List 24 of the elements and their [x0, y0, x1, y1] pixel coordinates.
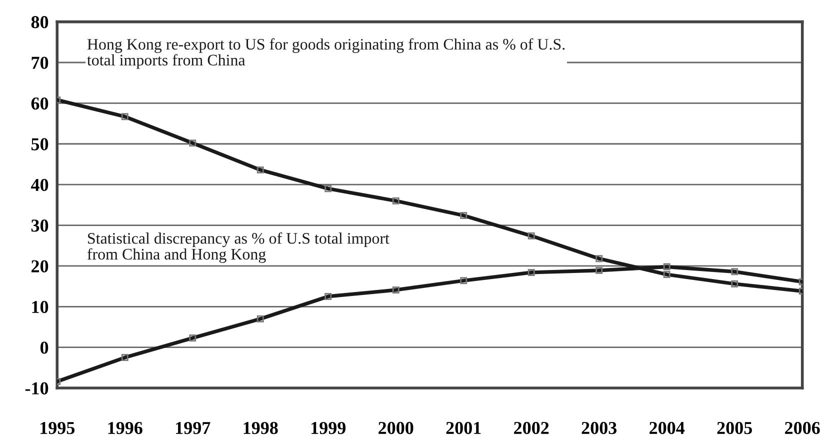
x-tick-label: 1998	[244, 422, 278, 434]
x-tick-label: 1995	[40, 422, 75, 434]
y-tick-label: 20	[32, 260, 48, 272]
y-tick-label: 60	[31, 97, 48, 110]
x-tick-label: 2001	[446, 422, 481, 434]
y-tick-label: -10	[25, 382, 48, 394]
x-tick-label: 1999	[312, 422, 346, 434]
y-tick-label: 30	[31, 220, 48, 232]
x-tick-label: 1997	[176, 422, 210, 434]
series-label: Statistical discrepancy as % of U.S total import from China and Hong Kong	[87, 232, 390, 263]
x-tick-label: 2006	[785, 422, 820, 434]
x-tick-label: 2000	[378, 422, 414, 434]
x-tick-label: 1996	[108, 422, 142, 434]
x-tick-label: 2004	[650, 422, 685, 434]
y-tick-label: 10	[32, 300, 48, 314]
y-tick-label: 40	[30, 178, 48, 192]
x-tick-label: 2002	[514, 422, 549, 434]
text: Hong Kong re-export to US for goods originating from China as % of U.S. total imports from China	[87, 38, 565, 69]
y-tick-label: 0	[40, 342, 48, 354]
y-tick-label: 80	[31, 16, 48, 28]
x-tick-label: 2005	[717, 422, 752, 434]
y-tick-label: 50	[31, 138, 48, 150]
x-tick-label: 2003	[582, 422, 617, 434]
y-tick-label: 70	[32, 56, 48, 69]
